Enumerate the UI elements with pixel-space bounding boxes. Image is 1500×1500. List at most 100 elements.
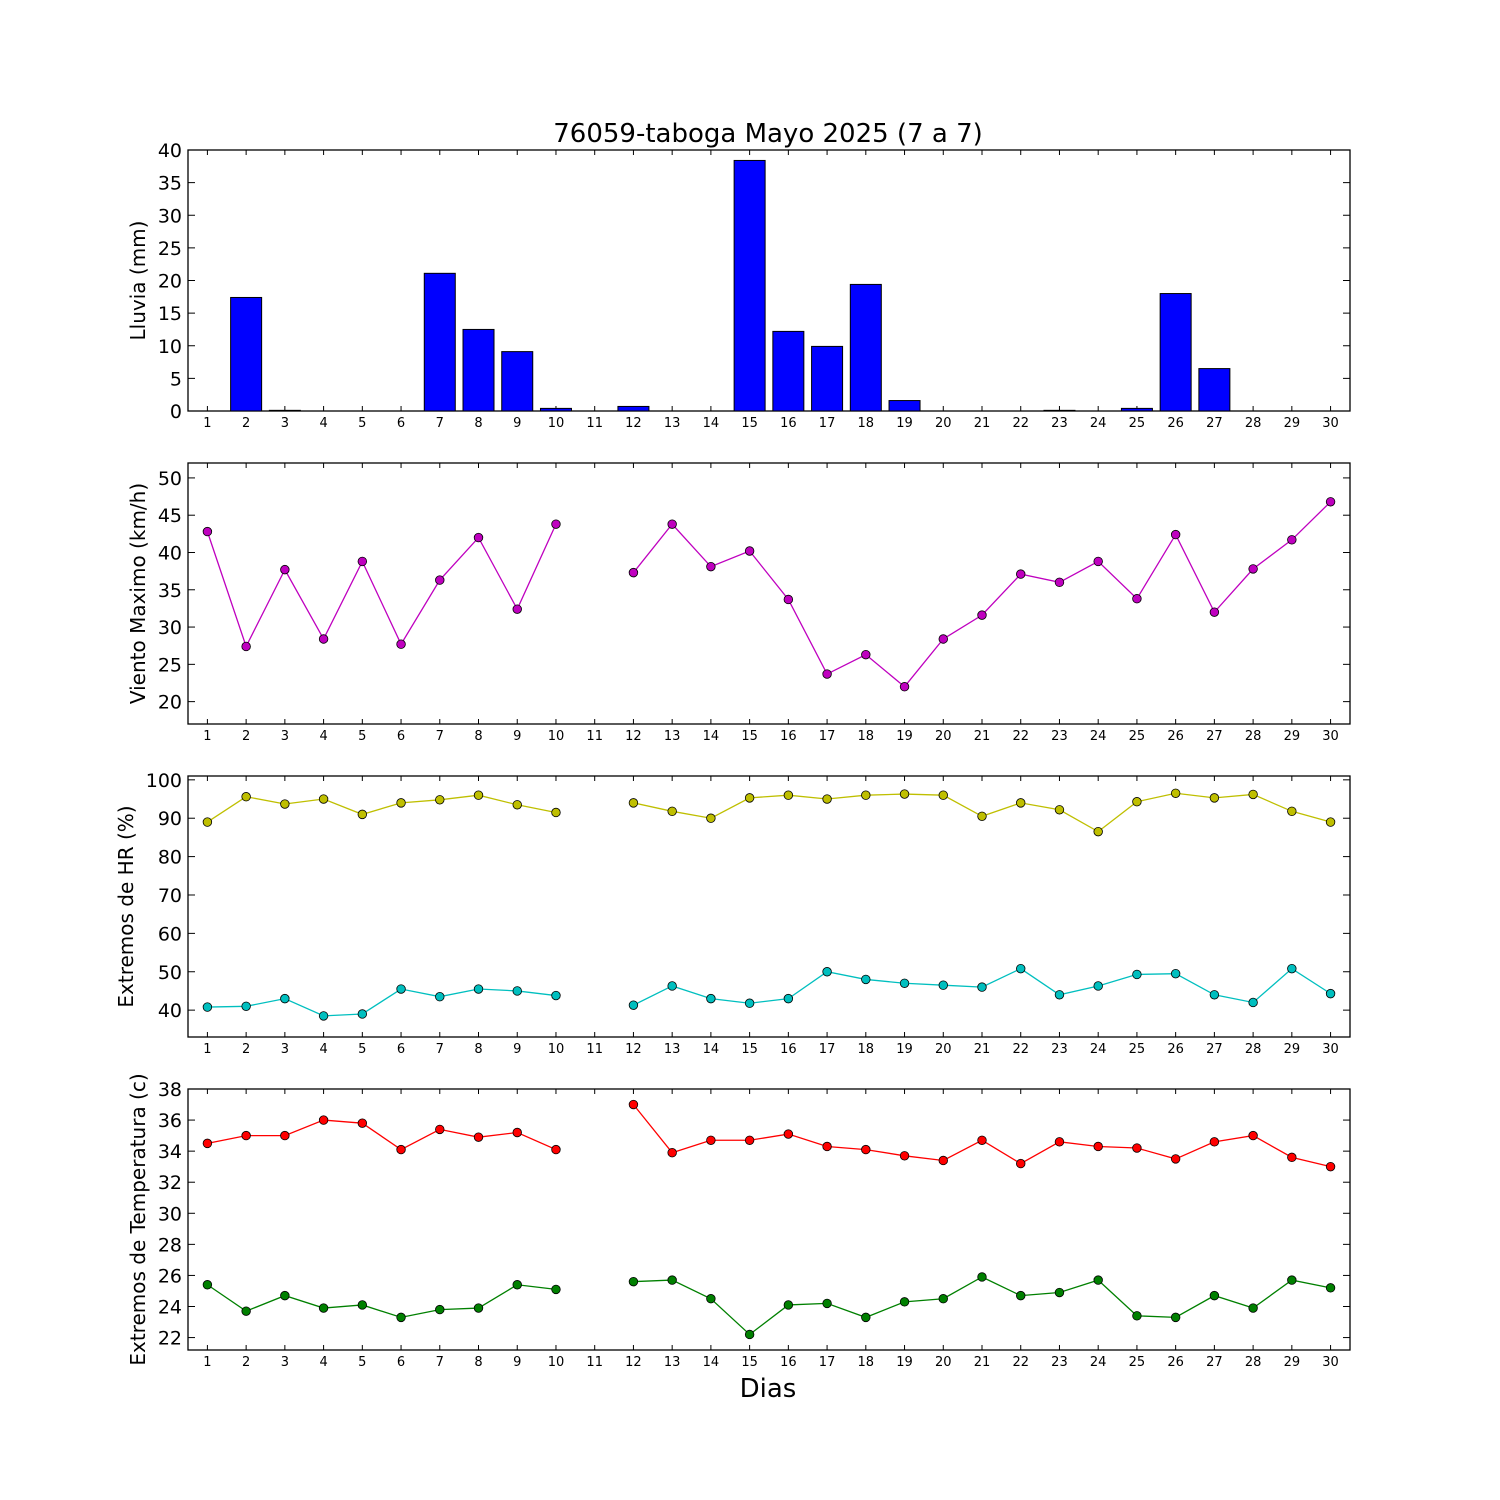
data-point (1248, 1130, 1258, 1141)
data-point (1170, 1312, 1181, 1323)
x-tick-label: 11 (586, 416, 603, 431)
x-tick-label: 25 (1129, 729, 1146, 744)
bar (849, 283, 882, 412)
x-tick-label: 24 (1090, 416, 1107, 431)
data-point (1132, 594, 1142, 604)
series-line (207, 1284, 557, 1319)
x-tick-label: 10 (548, 1355, 565, 1370)
y-axis-label: Extremos de Temperatura (c) (126, 1073, 150, 1365)
data-point (783, 594, 794, 605)
y-tick-label: 30 (158, 1203, 182, 1225)
x-tick-label: 11 (586, 729, 603, 744)
data-point (822, 967, 832, 977)
x-tick-label: 29 (1284, 1042, 1301, 1057)
data-point (1170, 968, 1181, 979)
x-tick-label: 9 (513, 1355, 521, 1370)
data-point (977, 811, 987, 822)
x-tick-label: 12 (625, 416, 642, 431)
y-tick-label: 25 (158, 238, 182, 260)
y-tick-label: 24 (158, 1297, 182, 1319)
data-point (1054, 990, 1065, 1000)
data-point (1248, 564, 1258, 574)
y-axis-label: Extremos de HR (%) (114, 805, 138, 1007)
y-tick-label: 45 (158, 505, 182, 527)
x-tick-label: 3 (281, 729, 289, 744)
data-point (512, 1127, 522, 1138)
data-point (512, 1280, 522, 1290)
data-point (1093, 826, 1103, 837)
bar (230, 296, 263, 412)
x-tick-label: 22 (1012, 1355, 1029, 1370)
data-point (396, 1144, 406, 1155)
bar (462, 328, 495, 412)
x-tick-label: 15 (741, 1042, 758, 1057)
data-point (473, 1303, 484, 1313)
data-point (1093, 981, 1103, 991)
data-point (357, 809, 368, 820)
data-point (1287, 535, 1297, 545)
data-point (396, 1312, 406, 1323)
x-tick-label: 6 (397, 416, 405, 431)
data-point (744, 1135, 755, 1145)
x-tick-label: 1 (203, 1042, 211, 1057)
data-point (435, 795, 445, 805)
x-tick-label: 21 (974, 416, 991, 431)
bar (539, 407, 572, 412)
data-point (628, 1000, 639, 1010)
x-tick-label: 9 (513, 729, 521, 744)
data-point (1016, 569, 1026, 579)
data-point (977, 610, 987, 620)
data-point (202, 1002, 213, 1012)
x-tick-label: 22 (1012, 416, 1029, 431)
x-tick-label: 10 (548, 1042, 565, 1057)
y-tick-label: 38 (158, 1079, 182, 1101)
data-point (318, 1115, 329, 1125)
data-point (783, 993, 794, 1004)
x-tick-label: 14 (703, 729, 720, 744)
x-tick-label: 19 (896, 729, 913, 744)
data-point (628, 798, 639, 808)
data-point (667, 1147, 677, 1158)
x-tick-label: 21 (974, 729, 991, 744)
x-tick-label: 5 (358, 1355, 366, 1370)
plot-frame (187, 1088, 1351, 1351)
x-tick-label: 30 (1322, 416, 1339, 431)
x-tick-label: 23 (1051, 416, 1068, 431)
x-tick-label: 18 (858, 729, 875, 744)
x-tick-label: 17 (819, 416, 836, 431)
x-tick-label: 13 (664, 416, 681, 431)
data-point (318, 634, 329, 644)
x-tick-label: 7 (436, 1355, 444, 1370)
x-tick-label: 30 (1322, 729, 1339, 744)
data-point (667, 519, 677, 529)
bar (888, 400, 921, 412)
data-point (280, 1290, 290, 1301)
data-point (357, 556, 368, 567)
x-tick-label: 16 (780, 416, 797, 431)
data-point (1287, 1152, 1297, 1163)
x-tick-label: 19 (896, 416, 913, 431)
x-tick-label: 29 (1284, 416, 1301, 431)
x-tick-label: 8 (474, 1355, 482, 1370)
data-point (551, 990, 561, 1001)
x-tick-label: 3 (281, 416, 289, 431)
x-tick-label: 27 (1206, 1042, 1223, 1057)
x-tick-label: 5 (358, 729, 366, 744)
x-tick-label: 6 (397, 729, 405, 744)
y-axis-label: Viento Maximo (km/h) (126, 483, 150, 704)
data-point (280, 564, 290, 575)
x-tick-label: 28 (1245, 416, 1262, 431)
x-tick-label: 6 (397, 1042, 405, 1057)
data-point (1054, 577, 1065, 588)
data-point (1016, 798, 1026, 808)
bar (501, 351, 534, 412)
data-point (1325, 497, 1336, 507)
x-tick-label: 8 (474, 416, 482, 431)
data-point (822, 1141, 832, 1152)
x-tick-label: 20 (935, 416, 952, 431)
x-tick-label: 27 (1206, 416, 1223, 431)
data-point (706, 1294, 716, 1304)
x-tick-label: 1 (203, 729, 211, 744)
data-point (744, 998, 755, 1008)
